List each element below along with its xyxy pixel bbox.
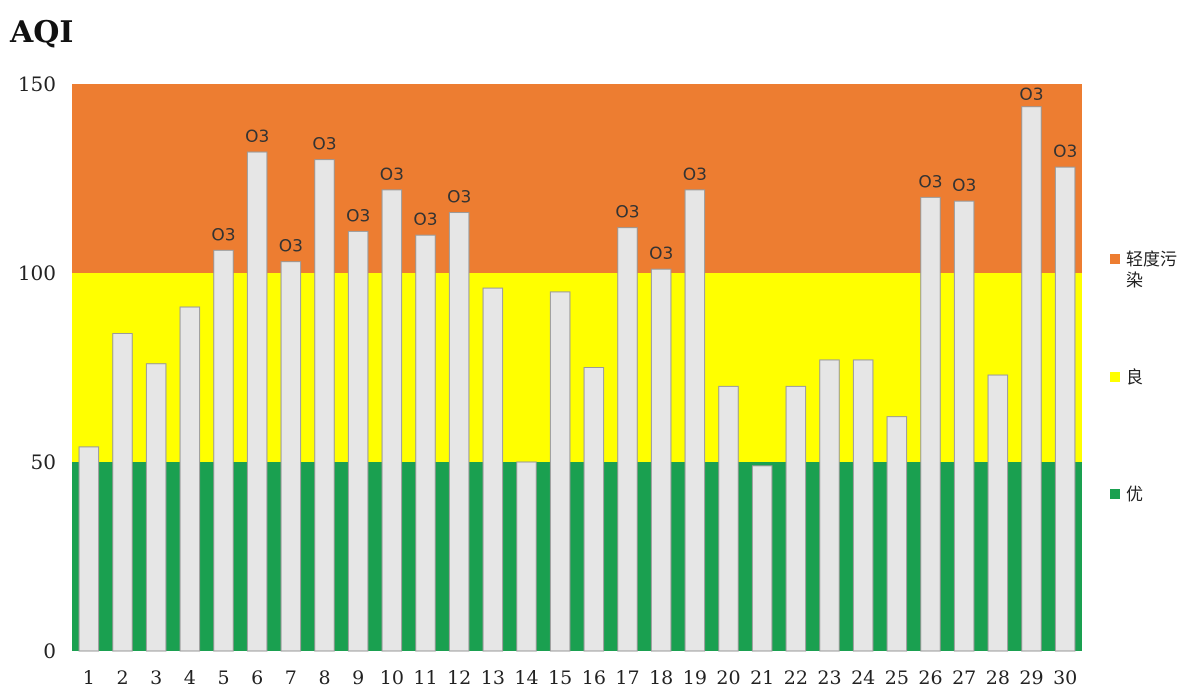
- data-label: O3: [952, 176, 976, 196]
- data-label: O3: [346, 206, 370, 226]
- bar: [953, 200, 975, 652]
- bar: [381, 189, 403, 652]
- data-label: O3: [615, 203, 639, 223]
- band-layer: [72, 84, 1082, 651]
- band-2: [72, 462, 1082, 651]
- bar: [280, 261, 302, 652]
- data-label: O3: [447, 188, 471, 208]
- bar: [1054, 166, 1076, 652]
- data-label: O3: [245, 127, 269, 147]
- x-tick-label: 21: [750, 667, 774, 689]
- x-tick-label: 16: [582, 667, 606, 689]
- bar: [516, 461, 537, 652]
- y-tick-label: 50: [31, 450, 56, 474]
- bar: [482, 287, 504, 652]
- bar: [145, 363, 167, 652]
- bar: [987, 374, 1009, 652]
- band-1: [72, 273, 1082, 462]
- bar: [179, 306, 201, 652]
- x-tick-label: 24: [851, 667, 875, 689]
- data-label: O3: [1019, 85, 1043, 105]
- x-tick-label: 4: [184, 667, 196, 689]
- x-tick-label: 15: [548, 667, 572, 689]
- x-tick-label: 22: [784, 667, 808, 689]
- y-axis: 0 50 100 150: [18, 72, 56, 663]
- x-tick-label: 20: [716, 667, 740, 689]
- bar-layer: [78, 106, 1076, 652]
- data-label: O3: [279, 237, 303, 257]
- data-label: O3: [1053, 142, 1077, 162]
- data-label: O3: [918, 172, 942, 192]
- x-tick-label: 26: [918, 667, 942, 689]
- data-label-layer: O3 O3 O3 O3 O3 O3 O3 O3 O3 O3 O3 O3 O3 O3 O3: [211, 85, 1077, 264]
- x-tick-label: 1: [83, 667, 95, 689]
- bar: [920, 196, 941, 652]
- legend-label: 良: [1126, 368, 1143, 388]
- x-tick-label: 7: [285, 667, 297, 689]
- x-tick-label: 17: [615, 667, 639, 689]
- bar: [886, 416, 908, 652]
- x-tick-label: 14: [514, 667, 538, 689]
- chart-title: AQI: [9, 15, 73, 50]
- x-tick-label: 2: [116, 667, 128, 689]
- x-tick-label: 27: [952, 667, 976, 689]
- x-tick-label: 30: [1053, 667, 1077, 689]
- bar: [751, 465, 773, 652]
- x-tick-label: 18: [649, 667, 673, 689]
- bar: [549, 291, 571, 652]
- band-0: [72, 84, 1082, 273]
- x-tick-label: 10: [380, 667, 404, 689]
- bar: [314, 159, 335, 652]
- bar: [819, 359, 840, 652]
- data-label: O3: [380, 165, 404, 185]
- x-tick-label: 9: [352, 667, 364, 689]
- x-tick-label: 5: [217, 667, 229, 689]
- x-tick-label: 3: [150, 667, 162, 689]
- x-tick-label: 19: [683, 667, 707, 689]
- bar: [583, 367, 605, 652]
- bar: [78, 446, 100, 652]
- y-tick-label: 150: [18, 72, 56, 96]
- data-label: O3: [649, 244, 673, 264]
- x-axis: 1 2 3 4 5 6 7 8 9 10 11 12 13 14 15 16 17 18 19 20 21 22 23 24 2…: [83, 667, 1077, 689]
- bar: [684, 189, 706, 652]
- legend-swatch: [1110, 489, 1120, 499]
- bar: [246, 151, 268, 652]
- data-label: O3: [211, 225, 235, 245]
- legend-swatch: [1110, 372, 1120, 382]
- y-tick-label: 100: [18, 261, 56, 285]
- legend-label: 优: [1126, 485, 1143, 505]
- bar: [347, 230, 369, 652]
- bar: [718, 385, 739, 652]
- bar: [617, 227, 638, 652]
- bar: [448, 212, 470, 652]
- bar: [852, 359, 874, 652]
- bar: [1021, 106, 1042, 652]
- bar: [415, 234, 436, 652]
- bar: [785, 385, 807, 652]
- bar: [112, 332, 133, 652]
- bar: [213, 249, 234, 652]
- y-tick-label: 0: [43, 639, 56, 663]
- x-tick-label: 28: [986, 667, 1010, 689]
- x-tick-label: 6: [251, 667, 263, 689]
- legend-swatch: [1110, 254, 1120, 264]
- data-label: O3: [413, 210, 437, 230]
- x-tick-label: 8: [318, 667, 330, 689]
- bar: [650, 268, 672, 652]
- x-tick-label: 23: [817, 667, 841, 689]
- legend-label: 轻度污染: [1126, 250, 1177, 291]
- x-tick-label: 11: [413, 667, 437, 689]
- x-tick-label: 25: [885, 667, 909, 689]
- x-tick-label: 13: [481, 667, 505, 689]
- data-label: O3: [312, 135, 336, 155]
- x-tick-label: 29: [1019, 667, 1043, 689]
- x-tick-label: 12: [447, 667, 471, 689]
- data-label: O3: [683, 165, 707, 185]
